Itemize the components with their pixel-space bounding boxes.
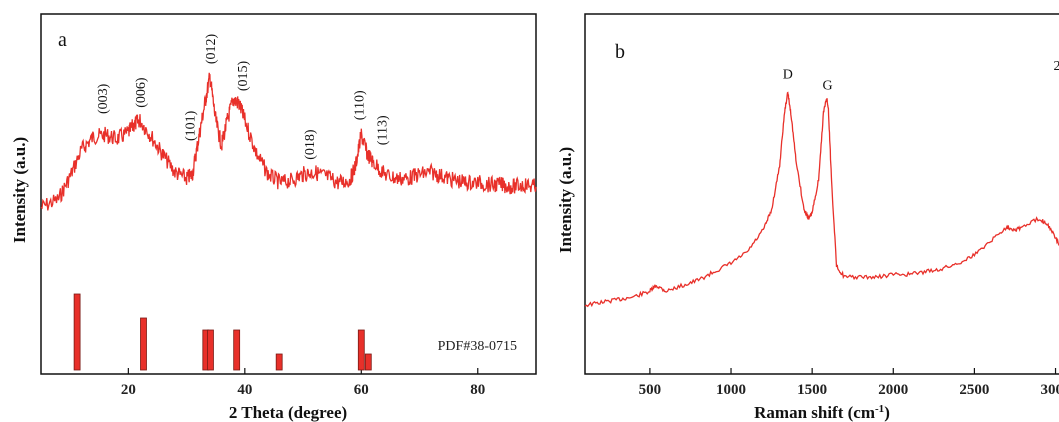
raman-peak-labels: D G 2D bbox=[783, 59, 1059, 94]
xrd-peak-label: (015) bbox=[236, 60, 251, 91]
raman-x-title-main: Raman shift (cm bbox=[754, 403, 875, 422]
raman-y-axis-title: Intensity (a.u.) bbox=[556, 147, 575, 253]
reference-bar bbox=[275, 353, 283, 371]
panel-letter-a: a bbox=[58, 29, 67, 51]
reference-bar bbox=[233, 329, 241, 371]
reference-bar bbox=[357, 329, 365, 371]
xrd-reference-bars bbox=[73, 293, 372, 371]
raman-x-tick-label: 1500 bbox=[797, 382, 827, 398]
reference-bar bbox=[73, 293, 81, 371]
xrd-x-tick-label: 80 bbox=[470, 382, 485, 398]
xrd-peak-label: (003) bbox=[96, 83, 111, 114]
xrd-pattern-line bbox=[40, 72, 537, 211]
xrd-peak-label: (113) bbox=[376, 115, 391, 145]
raman-peak-label: G bbox=[823, 79, 833, 94]
panel-letter-b: b bbox=[615, 41, 625, 63]
xrd-peak-label: (018) bbox=[303, 129, 318, 160]
raman-x-tick-label: 3000 bbox=[1041, 382, 1059, 398]
xrd-x-tick-label: 20 bbox=[121, 382, 136, 398]
raman-x-ticks: 500 1000 1500 2000 2500 3000 bbox=[639, 368, 1059, 398]
xrd-x-tick-label: 60 bbox=[354, 382, 369, 398]
reference-bar bbox=[140, 317, 147, 371]
raman-x-title-sup: -1 bbox=[875, 403, 884, 415]
raman-x-axis-title: Raman shift (cm-1) bbox=[754, 403, 890, 422]
raman-x-tick-label: 2500 bbox=[959, 382, 989, 398]
xrd-plot-frame bbox=[40, 13, 537, 375]
raman-x-tick-label: 500 bbox=[639, 382, 662, 398]
reference-bar bbox=[207, 329, 214, 371]
reference-card-label: PDF#38-0715 bbox=[438, 339, 517, 354]
xrd-y-axis-title: Intensity (a.u.) bbox=[10, 137, 29, 243]
xrd-peak-label: (006) bbox=[134, 77, 149, 108]
xrd-panel: 20 40 60 80 (003) (006)(101)(012)(015)(018)(… bbox=[10, 13, 537, 422]
raman-panel: 500 1000 1500 2000 2500 3000 D G 2D b Raman shi… bbox=[556, 13, 1059, 422]
raman-peak-label: 2D bbox=[1053, 59, 1059, 74]
raman-peak-label: D bbox=[783, 67, 793, 82]
xrd-x-axis-title: 2 Theta (degree) bbox=[229, 403, 347, 422]
xrd-peak-label: (110) bbox=[352, 90, 367, 120]
raman-x-title-end: ) bbox=[884, 403, 890, 422]
xrd-x-tick-label: 40 bbox=[237, 382, 252, 398]
raman-plot-frame bbox=[584, 13, 1059, 375]
raman-x-tick-label: 2000 bbox=[878, 382, 908, 398]
xrd-peak-label: (101) bbox=[184, 110, 199, 141]
xrd-peak-label: (012) bbox=[204, 33, 219, 64]
xrd-x-ticks: 20 40 60 80 bbox=[121, 368, 485, 398]
xrd-peak-labels: (003) (006) (101) (012) (015) (018) (110) (113) bbox=[96, 33, 391, 159]
reference-bar bbox=[364, 353, 372, 371]
raman-spectrum-line bbox=[584, 91, 1059, 308]
raman-x-tick-label: 1000 bbox=[716, 382, 746, 398]
